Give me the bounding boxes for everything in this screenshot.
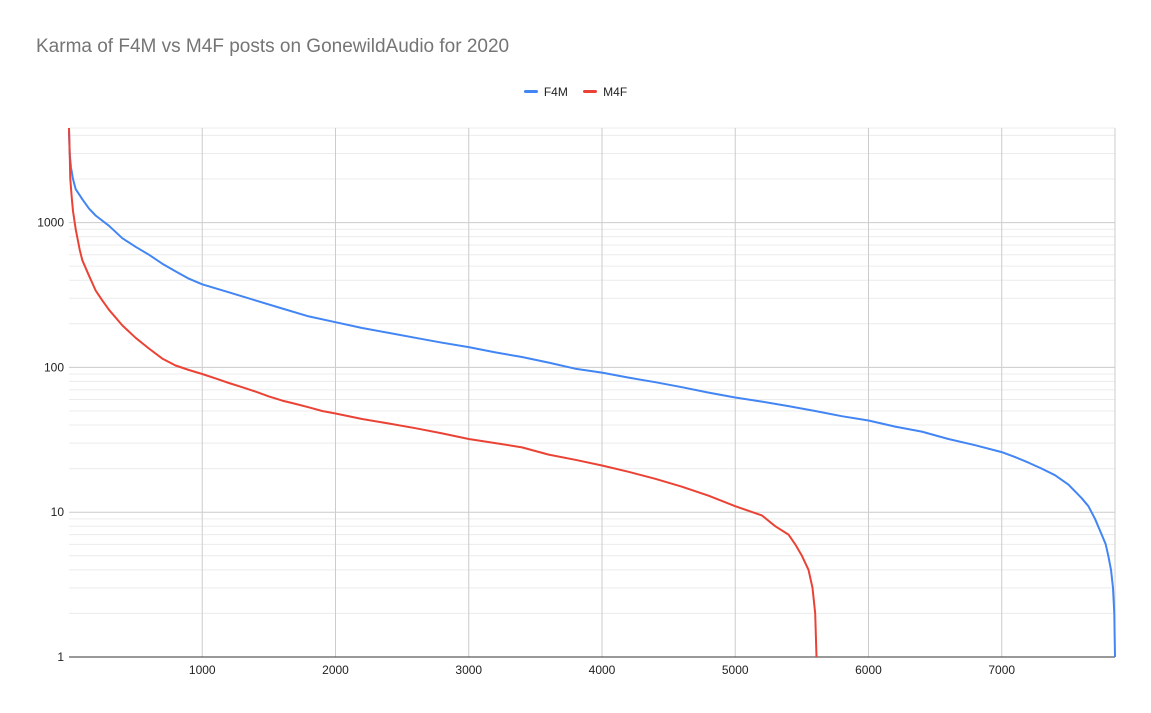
- legend-label-f4m: F4M: [543, 84, 568, 99]
- y-tick-label: 1: [57, 650, 64, 664]
- legend-item-m4f[interactable]: M4F: [583, 85, 627, 99]
- x-tick-label: 4000: [589, 663, 616, 677]
- y-tick-label: 100: [44, 360, 64, 374]
- y-tick-label: 10: [51, 505, 65, 519]
- x-tick-label: 5000: [722, 663, 749, 677]
- x-tick-label: 3000: [455, 663, 482, 677]
- series-line-m4f: [68, 127, 818, 658]
- legend-swatch-m4f: [583, 90, 598, 93]
- legend-item-f4m[interactable]: F4M: [523, 84, 568, 99]
- x-tick-label: 6000: [855, 663, 882, 677]
- x-tick-label: 7000: [988, 663, 1015, 677]
- x-tick-label: 1000: [189, 663, 216, 677]
- legend-swatch-f4m: [523, 90, 538, 93]
- chart-title: Karma of F4M vs M4F posts on GonewildAud…: [36, 36, 510, 57]
- y-tick-label: 1000: [37, 216, 64, 230]
- legend-label-m4f: M4F: [603, 84, 628, 99]
- x-tick-label: 2000: [322, 663, 349, 677]
- series-line-f4m: [68, 130, 1116, 658]
- legend: F4M M4F: [0, 82, 1151, 99]
